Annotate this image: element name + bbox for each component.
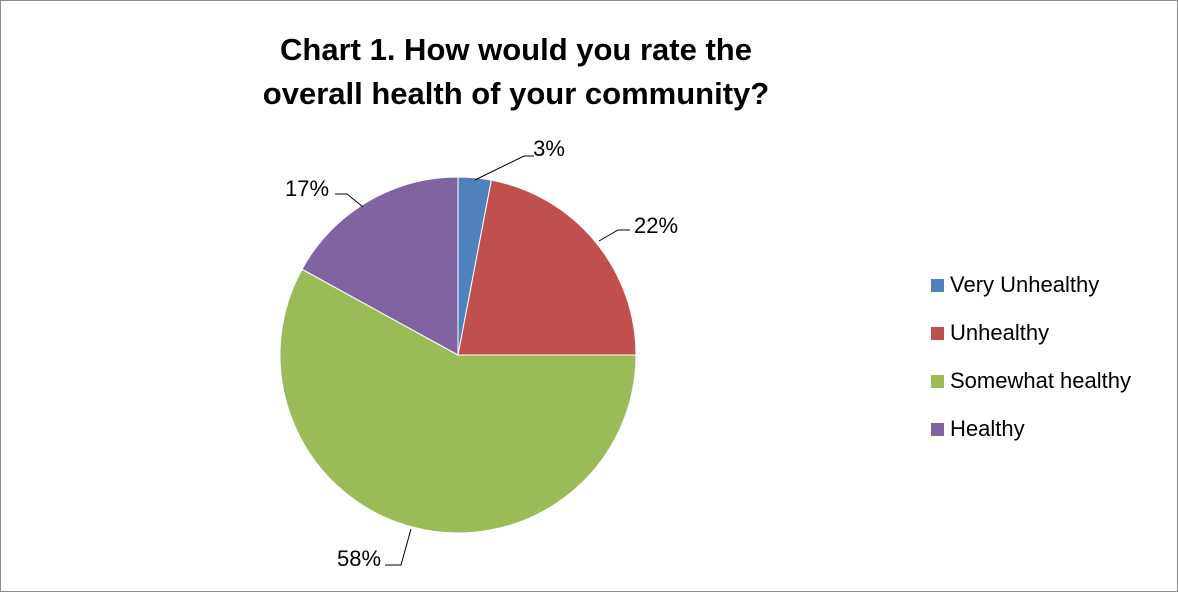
legend-swatch-unhealthy bbox=[931, 326, 944, 340]
legend-label-unhealthy: Unhealthy bbox=[950, 320, 1050, 345]
legend-label-healthy: Healthy bbox=[950, 416, 1025, 441]
chart-title-line-2: overall health of your community? bbox=[262, 76, 770, 111]
legend-item-somewhat-healthy: Somewhat healthy bbox=[931, 363, 1131, 399]
data-label-very-unhealthy: 3% bbox=[533, 136, 565, 161]
chart-title: Chart 1. How would you rate the overall … bbox=[241, 28, 791, 116]
data-label-healthy: 17% bbox=[285, 176, 329, 201]
leader-line-unhealthy bbox=[598, 229, 630, 242]
legend: Very Unhealthy Unhealthy Somewhat health… bbox=[931, 267, 1131, 459]
data-label-somewhat-healthy: 58% bbox=[337, 546, 381, 571]
leader-line-very-unhealthy bbox=[474, 155, 534, 181]
legend-swatch-somewhat-healthy bbox=[931, 374, 944, 388]
data-label-unhealthy: 22% bbox=[634, 213, 678, 238]
pie-slice-somewhat-healthy bbox=[279, 268, 637, 534]
pie-slice-healthy bbox=[301, 176, 459, 356]
pie-slice-unhealthy bbox=[457, 179, 637, 356]
legend-item-healthy: Healthy bbox=[931, 411, 1131, 447]
leader-line-healthy bbox=[335, 193, 364, 208]
chart-title-line-1: Chart 1. How would you rate the bbox=[280, 32, 752, 67]
legend-swatch-very-unhealthy bbox=[931, 278, 944, 292]
legend-label-very-unhealthy: Very Unhealthy bbox=[950, 272, 1100, 297]
legend-label-somewhat-healthy: Somewhat healthy bbox=[950, 368, 1131, 393]
legend-item-unhealthy: Unhealthy bbox=[931, 315, 1131, 351]
legend-swatch-healthy bbox=[931, 422, 944, 436]
leader-line-somewhat-healthy bbox=[385, 528, 412, 566]
legend-item-very-unhealthy: Very Unhealthy bbox=[931, 267, 1131, 303]
